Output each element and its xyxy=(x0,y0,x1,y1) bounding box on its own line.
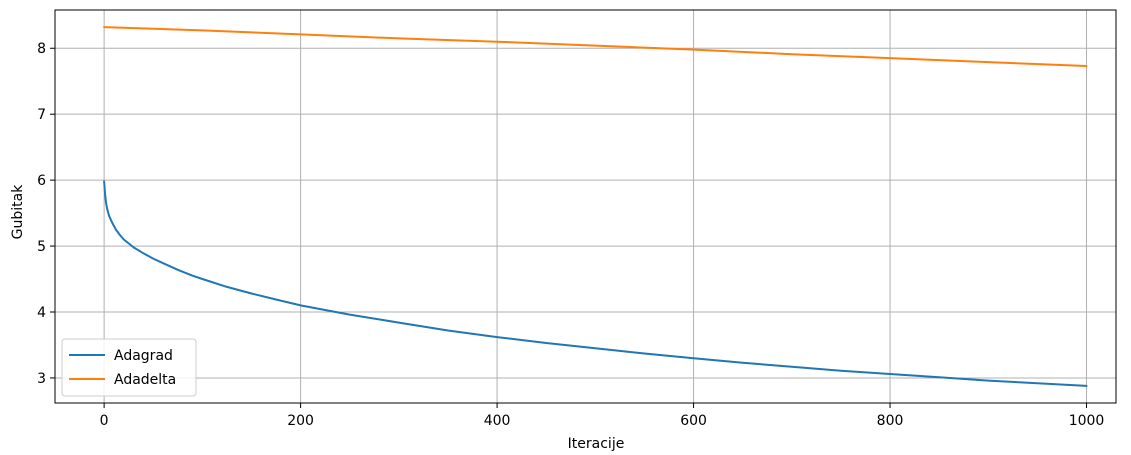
x-tick-label: 200 xyxy=(287,413,314,429)
x-tick-label: 400 xyxy=(484,413,511,429)
x-axis-label: Iteracije xyxy=(568,436,625,452)
y-tick-label: 5 xyxy=(37,239,46,255)
grid-layer xyxy=(55,10,1116,403)
x-tick-label: 800 xyxy=(877,413,904,429)
y-tick-label: 7 xyxy=(37,107,46,123)
tick-layer: 0 200 400 600 800 1000 3 4 5 6 7 8 xyxy=(37,41,1104,429)
x-tick-label: 0 xyxy=(100,413,109,429)
plot-frame xyxy=(54,9,1117,404)
y-axis-label: Gubitak xyxy=(10,184,26,240)
legend: Adagrad Adadelta xyxy=(61,338,197,397)
legend-label-adagrad: Adagrad xyxy=(114,348,173,364)
x-tick-label: 1000 xyxy=(1069,413,1105,429)
legend-box xyxy=(61,338,197,397)
x-tick-label: 600 xyxy=(680,413,707,429)
series-layer xyxy=(103,26,1088,387)
series-line-adagrad xyxy=(103,180,1088,387)
y-tick-label: 3 xyxy=(37,371,46,387)
y-tick-label: 4 xyxy=(37,305,46,321)
y-tick-label: 6 xyxy=(37,173,46,189)
legend-label-adadelta: Adadelta xyxy=(114,372,176,388)
y-tick-label: 8 xyxy=(37,41,46,57)
series-line-adadelta xyxy=(103,26,1088,67)
